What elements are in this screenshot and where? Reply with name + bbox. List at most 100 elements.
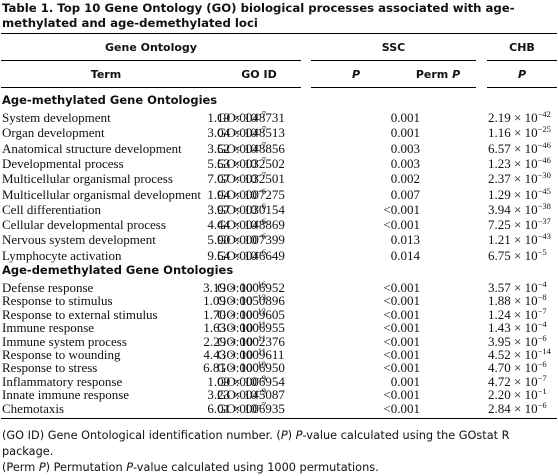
chb-p-exponent: −45 [537, 185, 551, 196]
chb-p-cell: 2.84 × 10−6 [488, 400, 547, 417]
ssc-p-cell: 7.07 × 10−7 [207, 171, 266, 187]
go-id-cell: GO:0032501 [217, 171, 285, 187]
perm-p-cell: 0.001 [390, 125, 420, 141]
chb-p-exponent: −30 [537, 170, 551, 181]
bottom-rule [1, 418, 557, 420]
perm-p-cell: <0.001 [383, 201, 420, 217]
chb-p-times: × 10 [514, 387, 538, 403]
term-cell: Anatomical structure development [2, 140, 182, 156]
header-go-id: GO ID [241, 68, 277, 81]
ssc-p-exponent: −11 [253, 332, 266, 343]
go-id-cell: GO:0007275 [217, 186, 285, 202]
chb-p-exponent: −6 [537, 359, 547, 370]
ssc-p-times: × 10 [233, 400, 257, 416]
chb-p-times: × 10 [514, 306, 538, 322]
perm-p-cell: 0.007 [390, 186, 420, 202]
chb-p-times: × 10 [514, 186, 538, 202]
go-id-cell: GO:0006935 [217, 400, 285, 416]
chb-p-mantissa: 2.84 [488, 400, 511, 416]
section-title: Age-demethylated Gene Ontologies [2, 263, 234, 277]
ssc-p-cell: 9.54 × 10−6 [207, 247, 266, 264]
chb-p-times: × 10 [514, 293, 538, 309]
chb-p-cell: 3.95 × 10−6 [488, 333, 547, 350]
ssc-p-mantissa: 3.04 [207, 125, 231, 141]
ssc-p-times: × 10 [233, 140, 257, 156]
chb-p-mantissa: 1.29 [488, 186, 511, 202]
ssc-p-cell: 4.44 × 10−6 [207, 217, 266, 233]
term-cell: Chemotaxis [2, 400, 65, 416]
chb-p-cell: 4.52 × 10−14 [488, 347, 551, 363]
chb-p-exponent: −1 [537, 386, 547, 397]
chb-p-exponent: −42 [537, 109, 551, 119]
ssc-p-mantissa: 4.44 [207, 217, 231, 233]
footnote-text-p: -value calculated using the GOstat R pac… [2, 429, 510, 458]
perm-p-cell: 0.003 [390, 155, 420, 171]
chb-p-exponent: −38 [537, 200, 551, 211]
chb-p-cell: 1.23 × 10−46 [488, 156, 551, 172]
header-rule-bottom-2 [311, 87, 476, 88]
footnote-abbr-goid: GO ID [6, 429, 40, 442]
go-id-cell: GO:0007399 [217, 232, 285, 248]
chb-p-mantissa: 1.21 [488, 232, 511, 248]
chb-p-mantissa: 1.88 [488, 293, 511, 309]
ssc-p-cell: 3.97 × 10−6 [207, 202, 266, 218]
ssc-p-times: × 10 [229, 360, 253, 376]
chb-p-cell: 4.70 × 10−6 [488, 360, 547, 376]
go-id-cell: GO:0045087 [217, 387, 285, 403]
ssc-p-times: × 10 [229, 347, 254, 362]
header-rule-bottom-3 [487, 87, 557, 88]
perm-p-cell: <0.001 [383, 217, 420, 233]
perm-p-cell: 0.014 [390, 247, 420, 263]
chb-p-mantissa: 2.20 [488, 387, 511, 403]
ssc-p-times: × 10 [233, 171, 257, 187]
ssc-p-mantissa: 3.97 [207, 201, 231, 217]
ssc-p-mantissa: 6.01 [207, 400, 231, 416]
header-term: Term [90, 68, 122, 81]
chb-p-mantissa: 2.19 [488, 110, 511, 125]
go-id-cell: GO:0048513 [217, 125, 285, 141]
perm-p-cell: <0.001 [383, 320, 420, 336]
header-perm-word: Perm [415, 68, 449, 81]
chb-p-times: × 10 [514, 155, 538, 171]
chb-p-cell: 4.72 × 10−7 [488, 374, 547, 390]
term-cell: Cellular developmental process [2, 217, 166, 233]
term-cell: Immune response [2, 320, 95, 336]
term-cell: Cell differentiation [2, 201, 102, 217]
chb-p-exponent: −4 [537, 319, 547, 330]
term-cell: Nervous system development [2, 232, 156, 248]
chb-p-times: × 10 [514, 373, 538, 389]
ssc-p-times: × 10 [229, 333, 254, 349]
ssc-p-exponent: −12 [252, 305, 266, 316]
go-id-cell: GO:0009611 [217, 347, 285, 362]
chb-p-cell: 7.25 × 10−37 [488, 217, 551, 233]
ssc-p-mantissa: 1.09 [203, 293, 226, 309]
chb-p-times: × 10 [514, 280, 538, 295]
footnote-perm-italic: P [126, 461, 134, 474]
ssc-p-exponent: −6 [256, 200, 266, 211]
ssc-p-mantissa: 2.29 [203, 333, 227, 349]
table-title: Top 10 Gene Ontology (GO) biological pro… [2, 1, 515, 30]
chb-p-mantissa: 6.75 [488, 247, 511, 263]
header-rule-chb [487, 60, 557, 61]
ssc-p-times: × 10 [233, 186, 257, 202]
ssc-p-times: × 10 [229, 293, 253, 309]
perm-p-cell: <0.001 [383, 293, 420, 309]
header-p-chb: P [517, 68, 527, 81]
footnote: (GO ID) Gene Ontological identification … [2, 429, 510, 474]
ssc-p-cell: 1.09 × 10−13 [203, 293, 266, 309]
term-cell: Developmental process [2, 155, 124, 171]
ssc-p-mantissa: 4.43 [203, 347, 227, 362]
chb-p-exponent: −46 [537, 139, 551, 150]
ssc-p-mantissa: 3.19 [203, 280, 226, 295]
ssc-p-exponent: −7 [256, 170, 266, 181]
footnote-abbr-perm-sym: P [38, 461, 46, 474]
ssc-p-cell: 3.19 × 10−16 [203, 280, 266, 296]
header-p-ssc: P [351, 68, 361, 81]
chb-p-exponent: −37 [537, 216, 551, 227]
chb-p-times: × 10 [514, 347, 538, 362]
go-id-cell: GO:0006952 [217, 280, 285, 295]
chb-p-cell: 2.20 × 10−1 [488, 387, 547, 403]
chb-p-mantissa: 3.57 [488, 280, 511, 295]
ssc-p-cell: 3.52 × 10−7 [207, 140, 266, 157]
ssc-p-cell: 1.63 × 10−11 [203, 320, 266, 336]
